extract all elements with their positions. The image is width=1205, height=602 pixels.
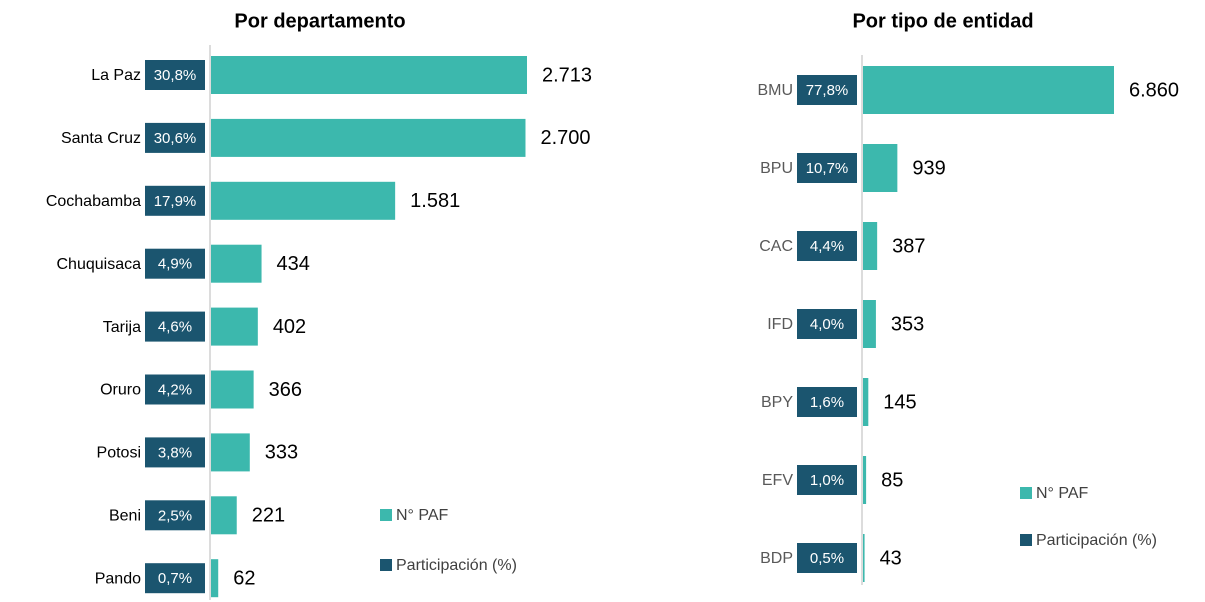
- bar: [211, 56, 527, 94]
- value-label: 333: [265, 442, 298, 464]
- category-label: La Paz: [91, 67, 141, 84]
- bar: [863, 534, 865, 582]
- category-label: BPY: [761, 394, 793, 411]
- value-label: 353: [891, 313, 924, 335]
- bar: [211, 496, 237, 535]
- share-box: [145, 185, 205, 216]
- value-label: 939: [912, 157, 945, 179]
- share-box: [145, 122, 205, 153]
- share-box: [145, 248, 205, 279]
- bar: [211, 370, 254, 409]
- category-label: BMU: [757, 82, 793, 99]
- share-box: [797, 153, 857, 183]
- legend-label: N° PAF: [396, 507, 449, 524]
- value-label: 434: [277, 253, 310, 275]
- category-label: CAC: [759, 238, 793, 255]
- chart-title: Por tipo de entidad: [852, 10, 1033, 32]
- bar: [211, 244, 262, 283]
- share-label: 30,8%: [154, 67, 197, 84]
- bar: [863, 456, 867, 504]
- share-box: [145, 500, 205, 531]
- category-label: Oruro: [100, 382, 141, 399]
- legend-label: Participación (%): [396, 557, 517, 574]
- share-label: 10,7%: [806, 160, 849, 177]
- category-label: Pando: [95, 570, 141, 587]
- share-box: [797, 231, 857, 261]
- share-box: [797, 543, 857, 573]
- share-label: 77,8%: [806, 82, 849, 99]
- share-box: [797, 387, 857, 417]
- bar: [211, 433, 250, 472]
- share-box: [145, 437, 205, 468]
- value-label: 387: [892, 235, 925, 257]
- category-label: EFV: [762, 472, 793, 489]
- share-box: [145, 563, 205, 594]
- value-label: 2.700: [540, 127, 590, 149]
- share-box: [797, 75, 857, 105]
- share-label: 4,0%: [810, 316, 844, 333]
- category-label: BDP: [760, 550, 793, 567]
- share-label: 1,0%: [810, 472, 844, 489]
- share-box: [145, 311, 205, 342]
- category-label: Santa Cruz: [61, 130, 141, 147]
- share-label: 2,5%: [158, 507, 192, 524]
- share-label: 17,9%: [154, 193, 197, 210]
- bar: [211, 307, 258, 346]
- category-label: Beni: [109, 508, 141, 525]
- share-box: [145, 374, 205, 405]
- share-label: 4,4%: [810, 238, 844, 255]
- legend-swatch: [1020, 534, 1032, 546]
- value-label: 6.860: [1129, 79, 1179, 101]
- value-label: 1.581: [410, 190, 460, 212]
- share-label: 4,6%: [158, 319, 192, 336]
- category-label: Cochabamba: [46, 193, 141, 210]
- share-label: 3,8%: [158, 444, 192, 461]
- bar: [211, 559, 219, 598]
- share-label: 30,6%: [154, 130, 197, 147]
- share-label: 1,6%: [810, 394, 844, 411]
- value-label: 2.713: [542, 64, 592, 86]
- legend-label: N° PAF: [1036, 485, 1089, 502]
- share-label: 4,9%: [158, 256, 192, 273]
- legend-swatch: [380, 559, 392, 571]
- category-label: Tarija: [103, 319, 141, 336]
- value-label: 62: [233, 567, 255, 589]
- category-label: IFD: [767, 316, 793, 333]
- legend-swatch: [380, 509, 392, 521]
- bar: [863, 222, 878, 270]
- bar: [863, 66, 1114, 114]
- share-label: 4,2%: [158, 381, 192, 398]
- value-label: 366: [269, 379, 302, 401]
- legend-label: Participación (%): [1036, 532, 1157, 549]
- bar: [863, 144, 898, 192]
- chart-title: Por departamento: [234, 10, 405, 32]
- category-label: Potosi: [97, 445, 141, 462]
- share-box: [145, 60, 205, 90]
- value-label: 145: [883, 391, 916, 413]
- category-label: Chuquisaca: [57, 256, 142, 273]
- share-box: [797, 465, 857, 495]
- value-label: 221: [252, 505, 285, 527]
- share-box: [797, 309, 857, 339]
- value-label: 43: [880, 547, 902, 569]
- bar: [863, 378, 869, 426]
- share-label: 0,5%: [810, 550, 844, 567]
- legend-swatch: [1020, 487, 1032, 499]
- category-label: BPU: [760, 160, 793, 177]
- share-label: 0,7%: [158, 570, 192, 587]
- value-label: 85: [881, 469, 903, 491]
- value-label: 402: [273, 316, 306, 338]
- bar: [863, 300, 876, 348]
- bar: [211, 181, 396, 220]
- bar: [211, 118, 526, 157]
